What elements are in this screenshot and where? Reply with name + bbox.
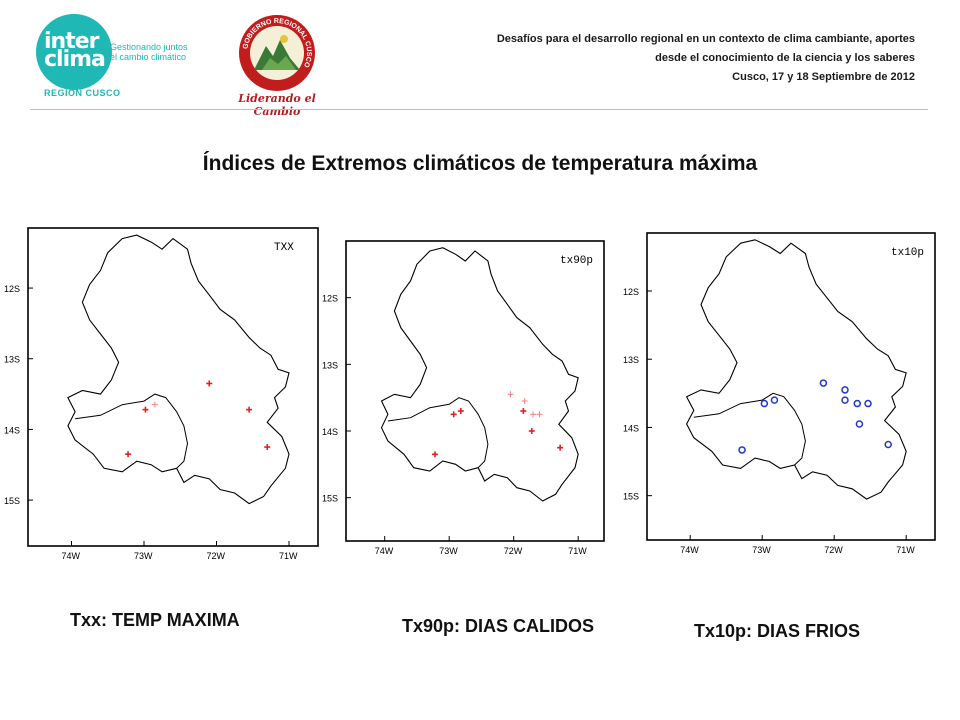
lat-tick-label: 12S bbox=[322, 294, 338, 304]
gobierno-seal-icon: GOBIERNO REGIONAL CUSCO bbox=[239, 15, 315, 91]
panel-label: tx90p bbox=[560, 255, 593, 267]
station-circle-marker bbox=[855, 420, 864, 428]
station-circle-marker bbox=[841, 396, 849, 404]
lon-tick-label: 72W bbox=[207, 551, 226, 561]
caption-txx: Txx: TEMP MAXIMA bbox=[70, 610, 240, 630]
region-outline bbox=[67, 234, 290, 505]
station-plus-marker bbox=[536, 411, 543, 418]
map-panel-tx10p: tx10p 12S 13S 14S 15S 74W 73W 72W 71W bbox=[618, 232, 960, 585]
station-plus-marker bbox=[432, 451, 439, 458]
lat-tick-label: 15S bbox=[4, 496, 20, 506]
station-plus-marker bbox=[457, 408, 464, 414]
station-circle-marker bbox=[841, 386, 849, 394]
region-outline bbox=[380, 247, 579, 502]
lat-tick-label: 14S bbox=[4, 425, 20, 435]
station-plus-marker bbox=[520, 408, 527, 414]
station-plus-marker bbox=[246, 406, 253, 413]
lat-tick-label: 13S bbox=[4, 355, 20, 365]
lat-tick-label: 13S bbox=[322, 360, 338, 370]
map-svg: TXX 12S 13S 14S 15S 74W 73W 72W 71W bbox=[4, 227, 319, 561]
logo-word-clima: clima bbox=[44, 47, 106, 72]
lat-tick-label: 15S bbox=[322, 494, 338, 504]
lon-tick-label: 71W bbox=[896, 545, 915, 555]
lat-tick-label: 13S bbox=[623, 355, 639, 365]
caption-tx90p: Tx90p: DIAS CALIDOS bbox=[402, 616, 595, 636]
caption-tx10p: Tx10p: DIAS FRIOS bbox=[694, 621, 861, 641]
map-svg: tx90p 12S 13S 14S 15S 74W 73W 72W 71W bbox=[322, 240, 605, 556]
panel-label: tx10p bbox=[891, 247, 924, 259]
region-label: REGION CUSCO bbox=[44, 88, 121, 98]
panel-label: TXX bbox=[274, 242, 294, 254]
inner-boundary bbox=[75, 393, 189, 469]
map-panel-txx: TXX 12S 13S 14S 15S 74W 73W 72W 71W bbox=[0, 226, 352, 591]
station-plus-marker bbox=[521, 398, 528, 404]
lat-tick-label: 14S bbox=[322, 427, 338, 437]
lon-tick-label: 72W bbox=[824, 545, 843, 555]
station-plus-marker bbox=[142, 406, 149, 413]
event-line-1: Desafíos para el desarrollo regional en … bbox=[496, 33, 915, 45]
logo-word-inter: inter bbox=[44, 29, 99, 54]
lon-tick-label: 71W bbox=[279, 551, 298, 561]
lon-tick-label: 72W bbox=[504, 546, 523, 556]
station-plus-marker bbox=[264, 444, 271, 451]
interclima-circle-icon: inter clima bbox=[36, 14, 112, 90]
logo-tagline-line-1: Gestionando juntos bbox=[110, 42, 188, 52]
station-plus-marker bbox=[450, 411, 457, 418]
logo-tagline-line-2: el cambio climático bbox=[110, 52, 187, 62]
page-title: Índices de Extremos climáticos de temper… bbox=[202, 152, 758, 175]
logo-tagline: Gestionando juntos el cambio climático bbox=[110, 42, 205, 62]
map-svg: tx10p 12S 13S 14S 15S 74W 73W 72W 71W bbox=[623, 232, 936, 555]
station-circle-marker bbox=[864, 399, 872, 408]
event-line-3: Cusco, 17 y 18 Septiembre de 2012 bbox=[732, 71, 915, 83]
lon-tick-label: 74W bbox=[375, 546, 394, 556]
station-circle-marker bbox=[770, 396, 779, 404]
station-plus-marker bbox=[530, 411, 537, 418]
region-outline bbox=[685, 239, 907, 500]
inner-boundary bbox=[387, 397, 489, 469]
lat-tick-label: 15S bbox=[623, 492, 639, 502]
map-panel-tx90p: tx90p 12S 13S 14S 15S 74W 73W 72W 71W bbox=[318, 240, 638, 587]
event-line-2: desde el conocimiento de la ciencia y lo… bbox=[655, 52, 915, 64]
station-circle-marker bbox=[738, 446, 746, 454]
lon-tick-label: 73W bbox=[134, 551, 153, 561]
lat-tick-label: 14S bbox=[623, 423, 639, 433]
event-info: Desafíos para el desarrollo regional en … bbox=[355, 30, 915, 87]
lon-tick-label: 74W bbox=[62, 551, 81, 561]
station-plus-marker bbox=[125, 451, 132, 458]
lat-tick-label: 12S bbox=[623, 287, 639, 297]
lat-tick-label: 12S bbox=[4, 284, 20, 294]
station-plus-marker bbox=[528, 428, 535, 434]
station-plus-marker bbox=[507, 391, 514, 398]
station-plus-marker bbox=[151, 401, 158, 408]
lon-tick-label: 73W bbox=[752, 545, 771, 555]
station-circle-marker bbox=[853, 399, 861, 408]
station-plus-marker bbox=[557, 444, 564, 451]
station-plus-marker bbox=[206, 380, 213, 387]
map-frame bbox=[646, 232, 936, 541]
lon-tick-label: 74W bbox=[680, 545, 699, 555]
inner-boundary bbox=[693, 392, 806, 466]
interclima-logo: inter clima Gestionando juntos el cambio… bbox=[32, 14, 202, 104]
station-circle-marker bbox=[884, 440, 892, 449]
lon-tick-label: 71W bbox=[568, 546, 587, 556]
gob-slogan: Liderando el Cambio bbox=[238, 92, 316, 118]
header-divider bbox=[30, 109, 928, 110]
lon-tick-label: 73W bbox=[439, 546, 458, 556]
gobierno-regional-logo: GOBIERNO REGIONAL CUSCO Liderando el Cam… bbox=[218, 12, 336, 118]
station-circle-marker bbox=[819, 379, 828, 387]
map-frame bbox=[345, 240, 605, 542]
map-frame bbox=[27, 227, 319, 547]
station-circle-marker bbox=[760, 399, 769, 408]
